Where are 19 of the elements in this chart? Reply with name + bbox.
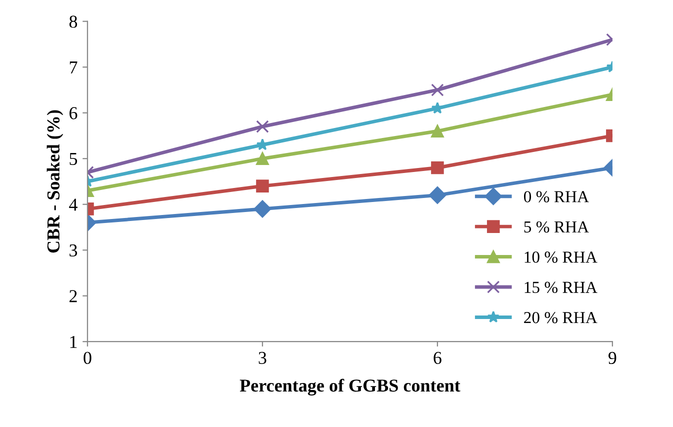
y-tick-label: 4 bbox=[69, 198, 78, 211]
legend-label: 10 % RHA bbox=[524, 252, 598, 263]
y-tick-label: 2 bbox=[70, 290, 77, 302]
y-tick-label: 7 bbox=[70, 62, 78, 74]
x-tick-label: 9 bbox=[608, 352, 616, 364]
x-tick-label: 6 bbox=[434, 352, 442, 364]
x-tick-label: 0 bbox=[84, 352, 92, 364]
legend-label: 5 % RHA bbox=[524, 221, 589, 233]
legend-label: 20 % RHA bbox=[524, 312, 598, 324]
y-tick-label: 1 bbox=[70, 336, 77, 348]
y-tick-label: 3 bbox=[70, 244, 78, 257]
y-tick-label: 5 bbox=[70, 153, 78, 166]
x-tick-label: 3 bbox=[258, 352, 266, 364]
legend-label: 0 % RHA bbox=[524, 191, 589, 202]
x-axis-title: Percentage of GGBS content bbox=[240, 378, 460, 396]
y-tick-label: 6 bbox=[70, 107, 78, 120]
y-tick-label: 8 bbox=[69, 16, 78, 28]
y-axis-title: CBR - Soaked (%) bbox=[46, 110, 64, 253]
legend-label: 15 % RHA bbox=[524, 282, 598, 294]
